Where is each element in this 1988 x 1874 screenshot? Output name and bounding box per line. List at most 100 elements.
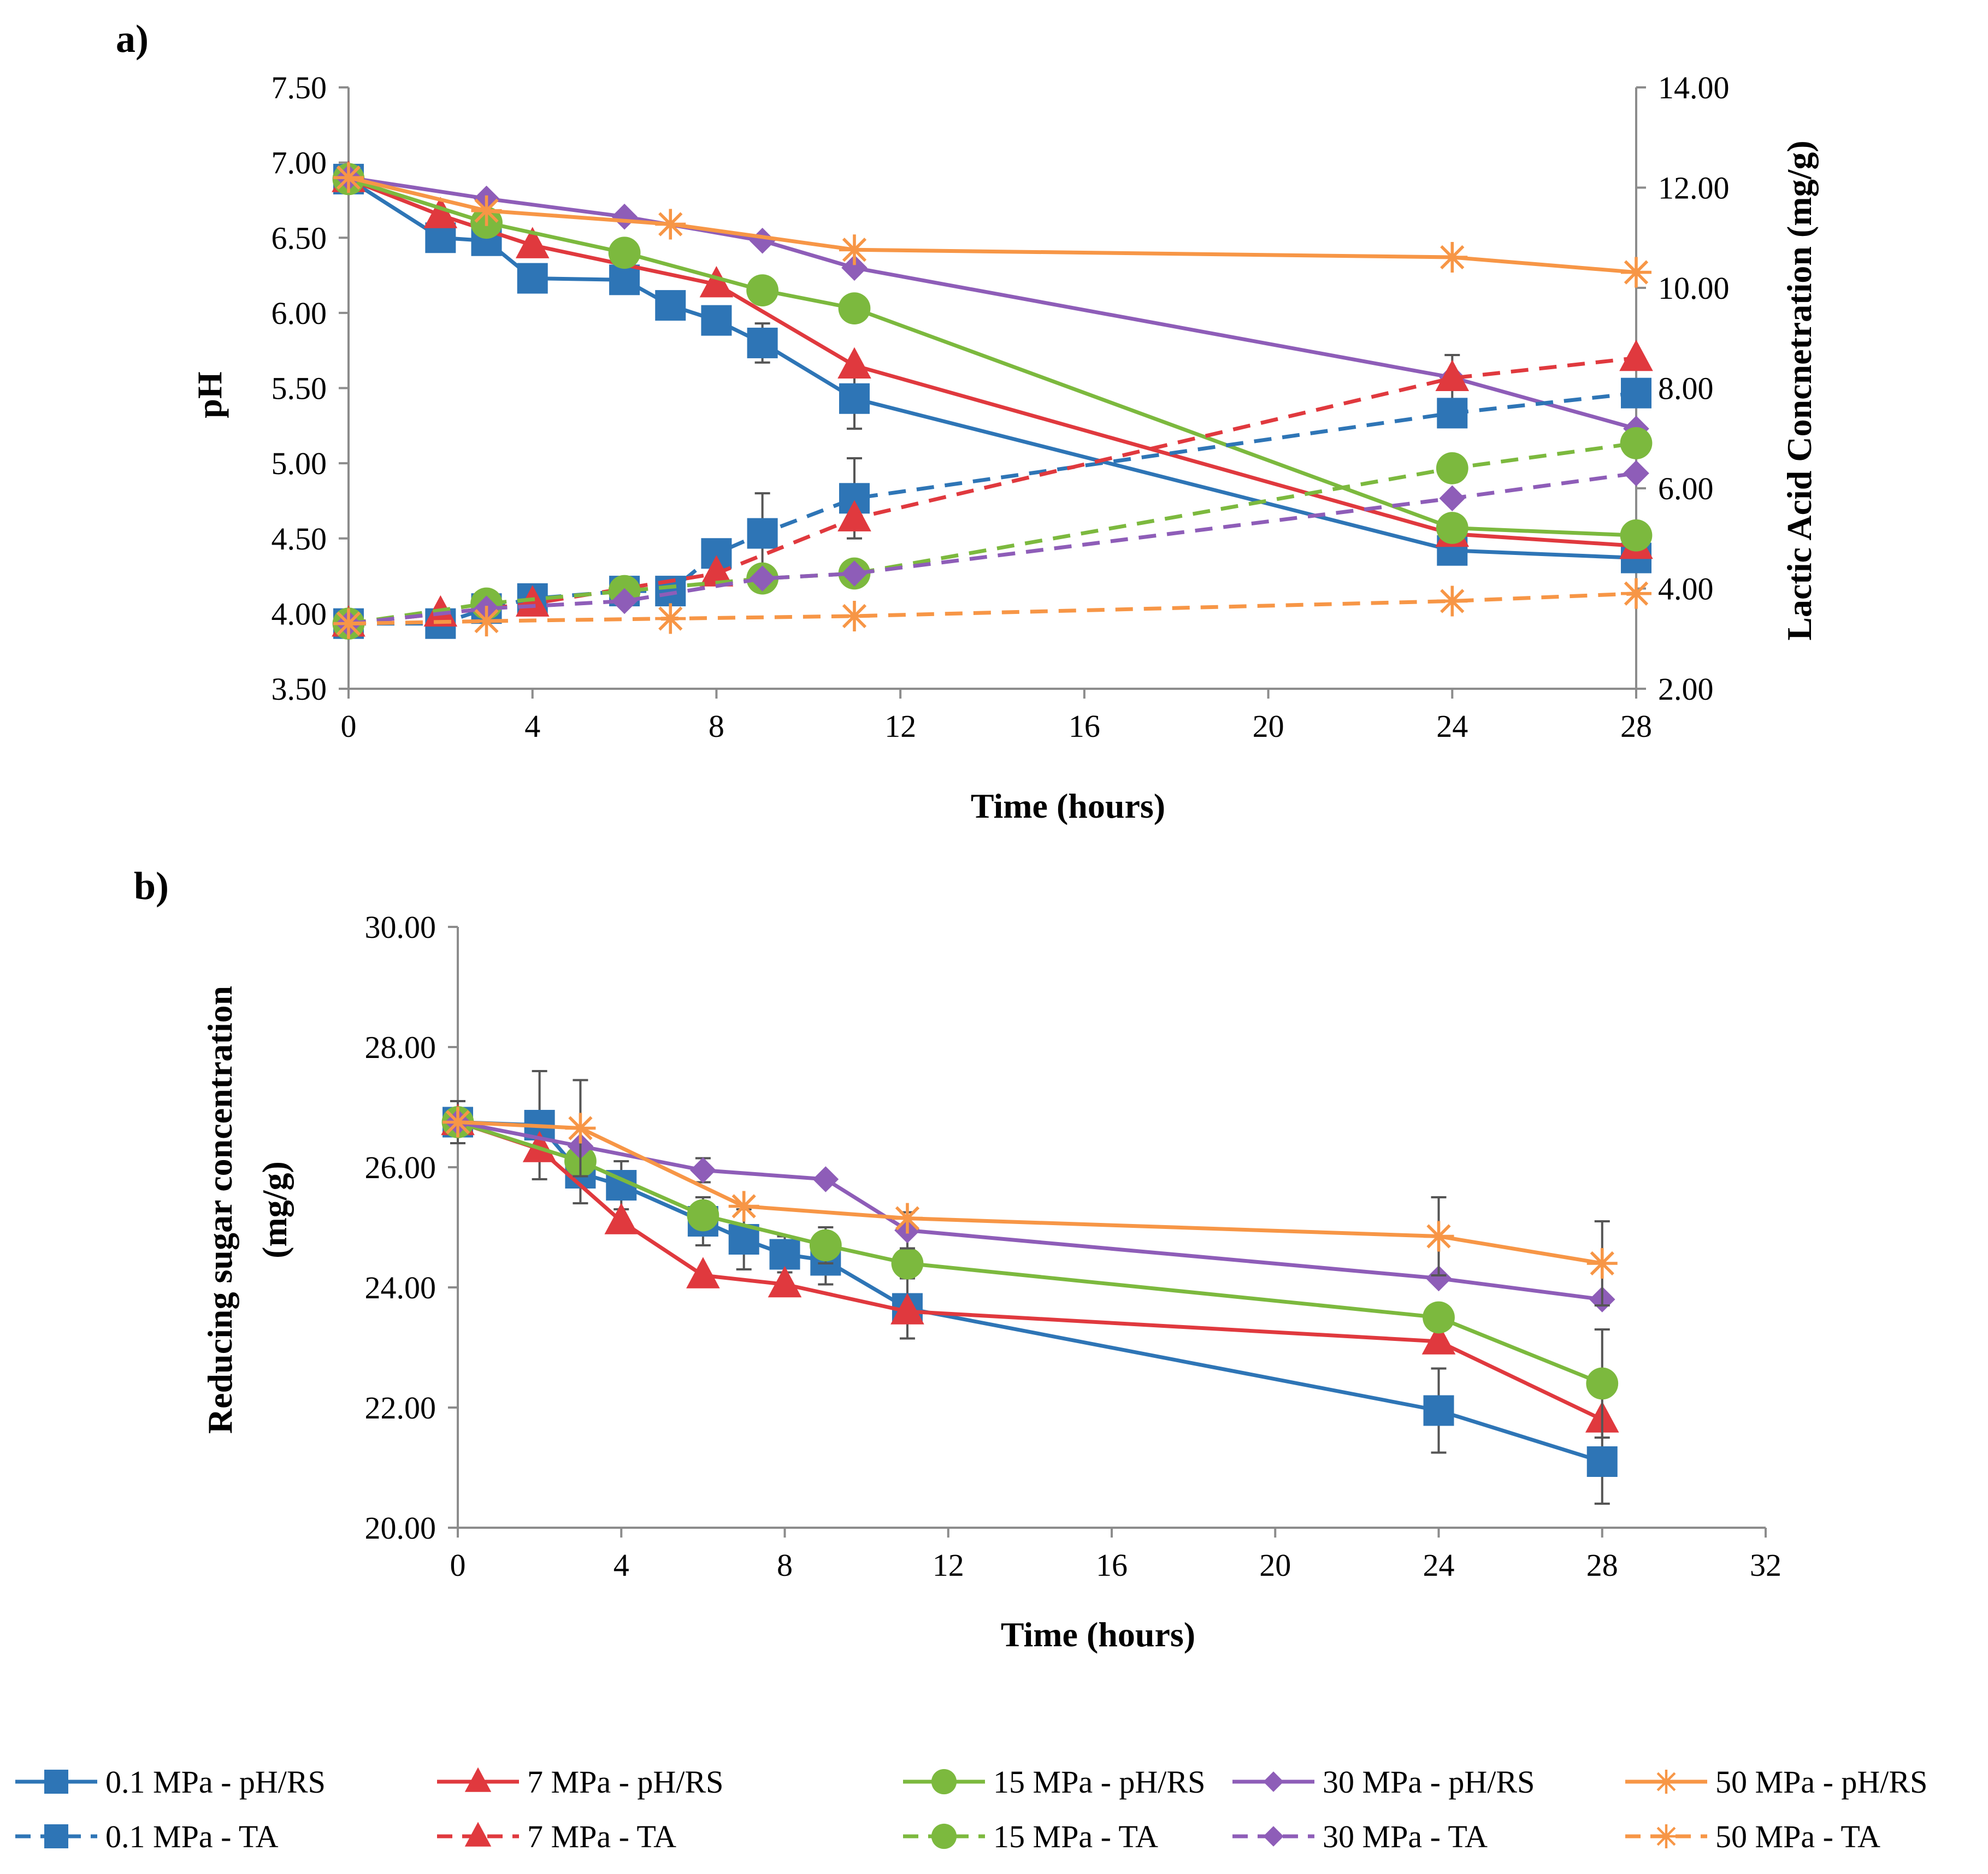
panel-a-x-tick-label: 24 <box>1436 708 1468 744</box>
panel-a-series-50-mpa-ph-rs <box>333 162 1651 288</box>
panel-a-series-line <box>348 592 1637 626</box>
panel-a-data-point <box>655 209 686 240</box>
panel-b-x-tick-label: 28 <box>1586 1547 1618 1583</box>
panel-b-data-point <box>1586 1446 1618 1477</box>
legend-swatch-marker <box>1263 1826 1284 1847</box>
panel-b-series <box>441 1070 1619 1505</box>
panel-b-data-point <box>686 1257 720 1288</box>
panel-b-x-tick-label: 24 <box>1423 1547 1455 1583</box>
panel-b-data-point <box>1423 1221 1454 1252</box>
panel-a-data-point <box>839 383 870 414</box>
panel-b-x-tick-label: 4 <box>613 1547 629 1583</box>
panel-b-x-tick-label: 12 <box>933 1547 964 1583</box>
panel-a-x-tick-label: 12 <box>884 708 916 744</box>
panel-b-x-tick-label: 20 <box>1259 1547 1291 1583</box>
panel-a-data-point <box>837 500 871 531</box>
panel-b-data-point <box>1425 1265 1452 1292</box>
panel-a-y2-tick-label: 10.00 <box>1658 270 1730 306</box>
panel-b-data-point <box>1421 1323 1456 1355</box>
panel-a-y-tick-label: 4.00 <box>272 596 327 631</box>
panel-b-y-tick-label: 24.00 <box>365 1270 436 1305</box>
panel-b-data-point <box>1423 1395 1454 1426</box>
panel-a-data-point <box>839 600 870 631</box>
panel-a-data-point <box>1620 519 1653 552</box>
panel-a-data-point <box>1436 512 1468 544</box>
legend-label: 30 MPa - pH/RS <box>1323 1764 1535 1800</box>
panel-a-data-point <box>471 195 502 226</box>
legend-item-30-mpa-ph-rs: 30 MPa - pH/RS <box>1232 1764 1535 1800</box>
panel-b-series-50-mpa-ph-rs <box>443 1079 1618 1307</box>
panel-b-x-tick-label: 16 <box>1096 1547 1128 1583</box>
panel-a-data-point <box>699 555 734 587</box>
panel-b-y-tick-label: 28.00 <box>365 1030 436 1065</box>
legend-label: 50 MPa - pH/RS <box>1715 1764 1927 1800</box>
legend-swatch-marker <box>931 1769 957 1795</box>
legend: 0.1 MPa - pH/RS 7 MPa - pH/RS 15 MPa - pH/… <box>15 1764 1927 1854</box>
panel-a-data-point <box>608 237 641 269</box>
panel-a-y2-axis-title: Lactic Acid Concnetration (mg/g) <box>1780 140 1819 640</box>
legend-item-15-mpa-ta: 15 MPa - TA <box>903 1819 1158 1854</box>
panel-a-axes: 0 4 8 12 16 20 24 28 3.50 4.00 4.50 5.00 5.50 6.00 6.5… <box>272 70 1730 744</box>
legend-swatch-marker <box>931 1823 957 1849</box>
panel-a-data-point <box>333 608 364 639</box>
panel-b-x-axis-title: Time (hours) <box>1001 1615 1195 1654</box>
panel-a-data-point <box>749 565 776 592</box>
legend-label: 50 MPa - TA <box>1715 1819 1880 1854</box>
panel-a-data-point <box>517 263 548 294</box>
legend-item-7-mpa-ta: 7 MPa - TA <box>437 1819 676 1854</box>
panel-a-data-point <box>747 518 778 549</box>
panel-b-y-tick-label: 30.00 <box>365 909 436 945</box>
panel-a-y-tick-label: 6.50 <box>272 220 327 256</box>
legend-label: 7 MPa - pH/RS <box>527 1764 723 1800</box>
legend-label: 7 MPa - TA <box>527 1819 676 1854</box>
panel-a-y-tick-label: 5.00 <box>272 446 327 481</box>
panel-b-y-tick-label: 26.00 <box>365 1150 436 1185</box>
panel-a-y2-tick-label: 14.00 <box>1658 70 1730 105</box>
panel-a-x-tick-label: 28 <box>1620 708 1652 744</box>
legend-swatch-marker <box>44 1770 68 1794</box>
panel-a-x-tick-label: 8 <box>709 708 724 744</box>
panel-a-x-tick-label: 20 <box>1253 708 1284 744</box>
panel-a-data-point <box>611 588 638 614</box>
legend-label: 30 MPa - TA <box>1323 1819 1488 1854</box>
panel-b-data-point <box>443 1107 473 1138</box>
panel-a-x-tick-label: 4 <box>524 708 540 744</box>
panel-a-data-point <box>1437 398 1468 429</box>
panel-a-data-point <box>746 274 779 306</box>
panel-a-label: a) <box>116 17 149 61</box>
panel-b-x-tick-label: 8 <box>777 1547 793 1583</box>
panel-b-data-point <box>809 1229 842 1262</box>
panel-a-data-point <box>839 234 870 265</box>
panel-a-data-point <box>841 560 868 587</box>
panel-a-y-tick-label: 3.50 <box>272 671 327 707</box>
panel-a-data-point <box>1439 485 1466 512</box>
panel-b-data-point <box>565 1113 596 1144</box>
legend-item-30-mpa-ta: 30 MPa - TA <box>1232 1819 1488 1854</box>
panel-b-data-point <box>687 1199 719 1232</box>
panel-a-y2-tick-label: 2.00 <box>1658 671 1714 707</box>
panel-a-data-point <box>1621 257 1651 288</box>
legend-item-7-mpa-ph-rs: 7 MPa - pH/RS <box>437 1764 723 1800</box>
panel-b-data-point <box>1586 1367 1619 1400</box>
legend-swatch-marker <box>1654 1770 1678 1794</box>
legend-item-15-mpa-ph-rs: 15 MPa - pH/RS <box>903 1764 1205 1800</box>
panel-b-label: b) <box>134 864 169 908</box>
panel-b-data-point <box>891 1247 924 1280</box>
panel-a-data-point <box>515 227 550 258</box>
panel-b-data-point <box>812 1166 839 1192</box>
legend-label: 0.1 MPa - pH/RS <box>105 1764 326 1800</box>
panel-b-data-point <box>1423 1301 1455 1334</box>
legend-swatch-marker <box>1263 1771 1284 1792</box>
panel-b-y-axis-title-line1: Reducing sugar concentration <box>200 986 239 1434</box>
panel-a-data-point <box>1619 339 1653 371</box>
panel-a-x-tick-label: 0 <box>341 708 357 744</box>
panel-b-data-point <box>728 1191 759 1222</box>
panel-b-x-tick-label: 32 <box>1750 1547 1781 1583</box>
panel-a-data-point <box>699 265 734 298</box>
panel-a-y-tick-label: 7.50 <box>272 70 327 105</box>
panel-a-y2-tick-label: 12.00 <box>1658 170 1730 206</box>
legend-item-0-1-mpa-ta: 0.1 MPa - TA <box>15 1819 279 1854</box>
panel-b-data-point <box>890 1293 924 1325</box>
panel-a-data-point <box>838 292 871 325</box>
legend-swatch-marker <box>1654 1824 1678 1848</box>
